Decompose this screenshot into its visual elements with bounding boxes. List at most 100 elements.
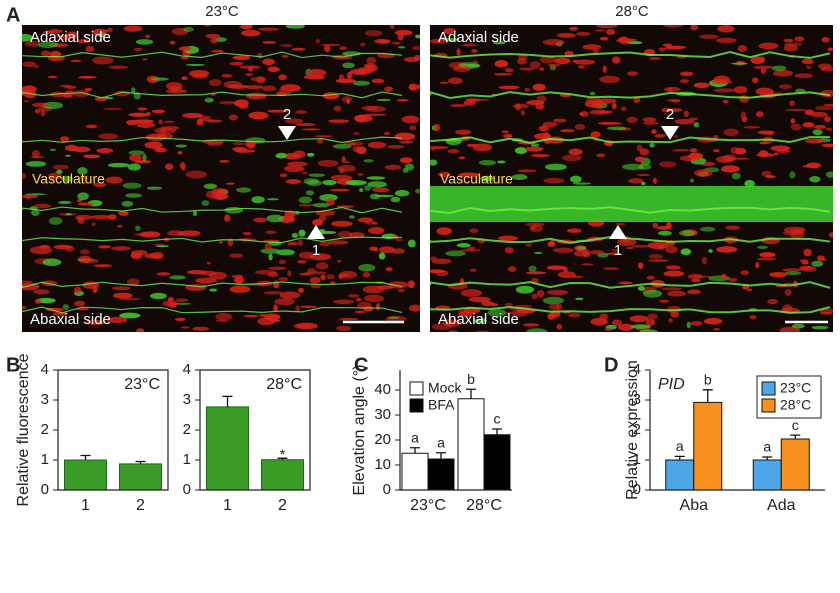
cell-signal bbox=[315, 39, 320, 44]
cell-signal bbox=[181, 76, 188, 81]
cell-signal bbox=[722, 154, 737, 162]
cell-signal bbox=[34, 298, 41, 304]
cell-signal bbox=[364, 185, 372, 191]
cell-signal bbox=[553, 118, 567, 123]
cell-signal bbox=[267, 66, 280, 73]
cell-signal bbox=[278, 74, 287, 81]
cell-signal bbox=[740, 111, 747, 120]
cell-signal bbox=[186, 269, 207, 275]
y-tick-label: 30 bbox=[374, 406, 391, 423]
y-tick-label: 3 bbox=[41, 391, 49, 408]
cell-signal bbox=[309, 276, 321, 284]
cell-signal bbox=[390, 196, 401, 203]
cell-signal bbox=[606, 126, 627, 131]
bar bbox=[483, 434, 511, 491]
cell-signal bbox=[192, 326, 210, 331]
cell-signal bbox=[765, 175, 776, 179]
cell-signal bbox=[672, 149, 690, 152]
cell-signal bbox=[227, 238, 234, 247]
cell-signal bbox=[165, 163, 174, 170]
x-tick-label: 28°C bbox=[466, 497, 502, 514]
cell-signal bbox=[799, 265, 813, 271]
bar bbox=[64, 459, 107, 491]
cell-signal bbox=[699, 34, 719, 39]
cell-signal bbox=[314, 135, 333, 138]
cell-wall bbox=[22, 91, 403, 99]
cell-signal bbox=[630, 324, 651, 329]
cell-signal bbox=[589, 91, 596, 96]
cell-signal bbox=[820, 66, 833, 72]
cell-signal bbox=[93, 264, 113, 268]
cell-signal bbox=[501, 130, 510, 134]
cell-signal bbox=[107, 214, 117, 220]
cell-signal bbox=[458, 156, 466, 160]
cell-signal bbox=[85, 46, 95, 52]
cell-signal bbox=[480, 175, 494, 182]
cell-signal bbox=[654, 134, 666, 138]
cell-signal bbox=[543, 132, 550, 139]
cell-signal bbox=[98, 32, 106, 38]
cell-signal bbox=[111, 286, 131, 291]
cell-signal bbox=[652, 177, 657, 184]
cell-signal bbox=[804, 138, 825, 144]
panel-label: B bbox=[6, 354, 20, 376]
cell-signal bbox=[556, 324, 563, 330]
cell-signal bbox=[310, 284, 321, 289]
error-bar bbox=[222, 395, 233, 407]
cell-signal bbox=[105, 176, 123, 184]
cell-signal bbox=[407, 239, 416, 248]
cell-signal bbox=[77, 192, 89, 201]
cell-signal bbox=[110, 246, 131, 251]
x-tick-label: 1 bbox=[81, 497, 90, 514]
cell-signal bbox=[119, 312, 141, 319]
cell-signal bbox=[86, 319, 106, 326]
cell-signal bbox=[101, 245, 111, 249]
cell-signal bbox=[348, 232, 365, 238]
cell-signal bbox=[528, 265, 537, 273]
cell-signal bbox=[755, 262, 760, 269]
cell-signal bbox=[825, 127, 833, 131]
cell-signal bbox=[408, 304, 420, 312]
cell-signal bbox=[185, 63, 205, 66]
cell-signal bbox=[743, 125, 761, 129]
y-tick-label: 0 bbox=[383, 481, 391, 498]
cell-signal bbox=[64, 245, 75, 252]
x-tick-label: Aba bbox=[680, 497, 709, 514]
y-tick-label: 40 bbox=[374, 381, 391, 398]
cell-signal bbox=[456, 48, 461, 56]
cell-signal bbox=[359, 42, 366, 47]
cell-signal bbox=[341, 156, 346, 163]
cell-signal bbox=[789, 100, 795, 107]
cell-signal bbox=[679, 71, 694, 76]
cell-signal bbox=[145, 34, 151, 39]
cell-signal bbox=[278, 277, 289, 282]
cell-signal bbox=[813, 124, 827, 130]
cell-signal bbox=[253, 217, 268, 223]
cell-signal bbox=[397, 33, 404, 41]
cell-signal bbox=[273, 304, 278, 312]
cell-signal bbox=[263, 313, 281, 321]
cell-signal bbox=[596, 153, 606, 158]
cell-signal bbox=[784, 271, 802, 276]
cell-signal bbox=[475, 330, 490, 332]
cell-signal bbox=[649, 142, 655, 148]
cell-signal bbox=[236, 187, 252, 193]
cell-signal bbox=[48, 217, 63, 225]
cell-signal bbox=[394, 189, 410, 197]
cell-signal bbox=[402, 167, 409, 173]
cell-signal bbox=[142, 58, 148, 61]
cell-signal bbox=[468, 296, 491, 303]
cell-signal bbox=[497, 235, 519, 242]
cell-signal bbox=[594, 29, 606, 32]
cell-signal bbox=[472, 143, 493, 152]
cell-signal bbox=[720, 165, 740, 173]
significance-label: a bbox=[411, 429, 419, 445]
cell-signal bbox=[802, 122, 815, 128]
cell-signal bbox=[33, 203, 52, 209]
cell-signal bbox=[285, 25, 305, 29]
cell-signal bbox=[618, 37, 627, 41]
cell-signal bbox=[448, 330, 458, 332]
cell-signal bbox=[39, 244, 51, 249]
cell-signal bbox=[346, 71, 353, 80]
cell-signal bbox=[581, 263, 594, 266]
